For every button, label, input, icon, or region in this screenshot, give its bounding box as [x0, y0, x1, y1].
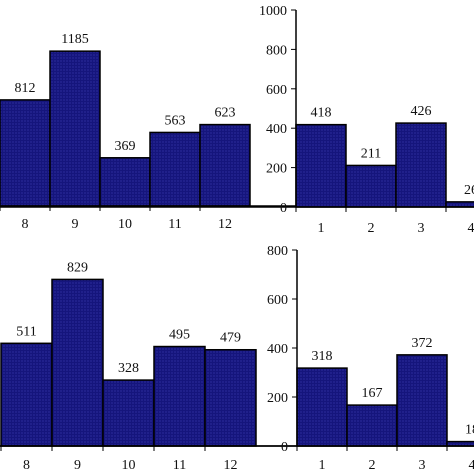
- bar-1: [295, 123, 347, 208]
- bar-9: [49, 50, 101, 207]
- data-label-2: 211: [361, 146, 381, 161]
- bar-11: [153, 345, 206, 447]
- y-tick-0: 0: [281, 440, 288, 455]
- data-label-9: 1185: [61, 32, 88, 47]
- bar-2: [345, 164, 397, 208]
- data-label-11: 495: [169, 328, 190, 343]
- y-tick-800: 800: [266, 43, 287, 58]
- y-tick-800: 800: [267, 244, 288, 259]
- bar-8: [0, 342, 53, 447]
- data-label-12: 623: [215, 106, 236, 121]
- bar-12: [199, 123, 251, 207]
- y-tick-400: 400: [267, 342, 288, 357]
- data-label-2: 167: [362, 386, 383, 401]
- x-tick-12: 12: [224, 458, 238, 473]
- x-tick-3: 3: [418, 221, 425, 236]
- bar-8: [0, 99, 51, 207]
- data-label-3: 372: [412, 336, 433, 351]
- y-tick-1000: 1000: [259, 4, 287, 19]
- x-tick-4: 4: [469, 458, 474, 473]
- data-label-3: 426: [411, 104, 432, 119]
- x-tick-4: 4: [468, 221, 474, 236]
- y-tick-600: 600: [267, 293, 288, 308]
- x-tick-3: 3: [419, 458, 426, 473]
- bar-10: [99, 157, 151, 207]
- y-tick-0: 0: [280, 201, 287, 216]
- chart-panel-top-right: 41812112426326402004006008001000: [0, 4, 474, 236]
- data-label-10: 328: [118, 361, 139, 376]
- x-tick-10: 10: [122, 458, 136, 473]
- data-label-8: 511: [16, 324, 36, 339]
- y-tick-200: 200: [267, 391, 288, 406]
- bar-3: [396, 354, 448, 447]
- x-tick-2: 2: [368, 221, 375, 236]
- x-tick-1: 1: [318, 221, 325, 236]
- x-tick-8: 8: [22, 217, 29, 232]
- bar-12: [204, 348, 257, 447]
- data-label-1: 418: [311, 106, 332, 121]
- x-tick-2: 2: [369, 458, 376, 473]
- bar-11: [149, 131, 201, 207]
- bar-2: [346, 404, 398, 447]
- x-tick-8: 8: [23, 458, 30, 473]
- x-tick-11: 11: [173, 458, 186, 473]
- bar-10: [102, 379, 155, 447]
- data-label-12: 479: [220, 331, 241, 346]
- x-tick-10: 10: [118, 217, 132, 232]
- y-tick-600: 600: [266, 83, 287, 98]
- x-tick-9: 9: [72, 217, 79, 232]
- bar-1: [296, 367, 348, 447]
- data-label-11: 563: [165, 113, 186, 128]
- x-tick-1: 1: [319, 458, 326, 473]
- bar-3: [395, 122, 447, 208]
- y-tick-200: 200: [266, 162, 287, 177]
- data-label-10: 369: [115, 139, 136, 154]
- data-label-1: 318: [312, 349, 333, 364]
- bar-9: [51, 278, 104, 447]
- bar-4: [445, 201, 474, 208]
- chart-panel-top-left: 812 8 1185 9 369 10 563 11 623 12: [0, 32, 474, 232]
- data-label-9: 829: [67, 260, 88, 275]
- y-tick-400: 400: [266, 122, 287, 137]
- x-tick-9: 9: [74, 458, 81, 473]
- data-label-4: 18: [465, 423, 474, 438]
- data-label-4: 26: [464, 183, 474, 198]
- chart-panel-bottom-right: 3181167237231840200400600800: [0, 244, 474, 473]
- data-label-8: 812: [15, 81, 36, 96]
- x-tick-12: 12: [218, 217, 232, 232]
- x-tick-11: 11: [168, 217, 181, 232]
